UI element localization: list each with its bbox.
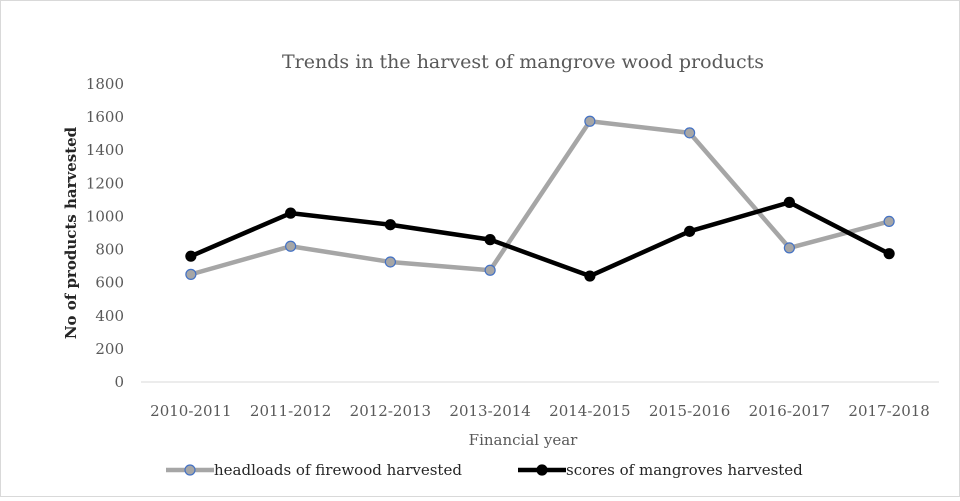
x-tick-label: 2016-2017 bbox=[749, 402, 830, 420]
data-point bbox=[684, 127, 696, 139]
y-tick-label: 600 bbox=[95, 274, 124, 292]
data-point bbox=[783, 196, 795, 208]
legend-item: scores of mangroves harvested bbox=[518, 461, 803, 479]
series-1 bbox=[185, 115, 895, 280]
chart-title: Trends in the harvest of mangrove wood p… bbox=[282, 51, 764, 73]
legend-swatch-marker bbox=[536, 464, 548, 476]
data-point bbox=[584, 115, 596, 127]
x-tick-label: 2010-2011 bbox=[150, 402, 231, 420]
data-point bbox=[883, 248, 895, 260]
data-point bbox=[883, 215, 895, 228]
data-point bbox=[484, 234, 496, 246]
data-point bbox=[484, 264, 496, 276]
data-point bbox=[384, 256, 396, 268]
data-point bbox=[285, 240, 297, 252]
y-tick-label: 1000 bbox=[86, 207, 124, 225]
legend-item: headloads of firewood harvested bbox=[166, 461, 462, 479]
y-tick-label: 1200 bbox=[86, 174, 124, 192]
y-tick-label: 1600 bbox=[86, 108, 124, 126]
legend-swatch-marker bbox=[184, 464, 196, 476]
x-tick-label: 2012-2013 bbox=[350, 402, 431, 420]
data-point bbox=[185, 250, 197, 262]
data-point bbox=[684, 225, 696, 237]
data-point bbox=[584, 270, 596, 282]
legend: headloads of firewood harvested scores of… bbox=[166, 461, 803, 479]
series-2 bbox=[185, 196, 895, 282]
y-axis-label: No of products harvested bbox=[62, 126, 80, 339]
series-line bbox=[188, 200, 892, 279]
y-tick-label: 800 bbox=[95, 241, 124, 259]
series-line bbox=[188, 119, 892, 277]
legend-label: headloads of firewood harvested bbox=[214, 461, 462, 479]
x-tick-label: 2017-2018 bbox=[848, 402, 929, 420]
y-tick-label: 1400 bbox=[86, 141, 124, 159]
y-tick-label: 0 bbox=[114, 373, 124, 391]
x-tick-label: 2014-2015 bbox=[549, 402, 630, 420]
series-layer bbox=[185, 115, 895, 282]
x-tick-label: 2011-2012 bbox=[250, 402, 331, 420]
y-tick-label: 200 bbox=[95, 340, 124, 358]
y-tick-label: 1800 bbox=[86, 75, 124, 93]
legend-label: scores of mangroves harvested bbox=[566, 461, 803, 479]
x-tick-label: 2013-2014 bbox=[449, 402, 530, 420]
x-axis-ticks: 2010-2011 2011-2012 2012-2013 2013-2014 2014… bbox=[150, 402, 930, 420]
data-point bbox=[384, 219, 396, 231]
x-axis-label: Financial year bbox=[469, 431, 578, 449]
data-point bbox=[783, 242, 795, 254]
y-tick-label: 400 bbox=[95, 307, 124, 325]
x-tick-label: 2015-2016 bbox=[649, 402, 730, 420]
data-point bbox=[185, 268, 197, 280]
data-point bbox=[285, 207, 297, 219]
y-axis-ticks: 0 200 400 600 800 1000 1200 1400 1600 1800 bbox=[86, 75, 124, 391]
